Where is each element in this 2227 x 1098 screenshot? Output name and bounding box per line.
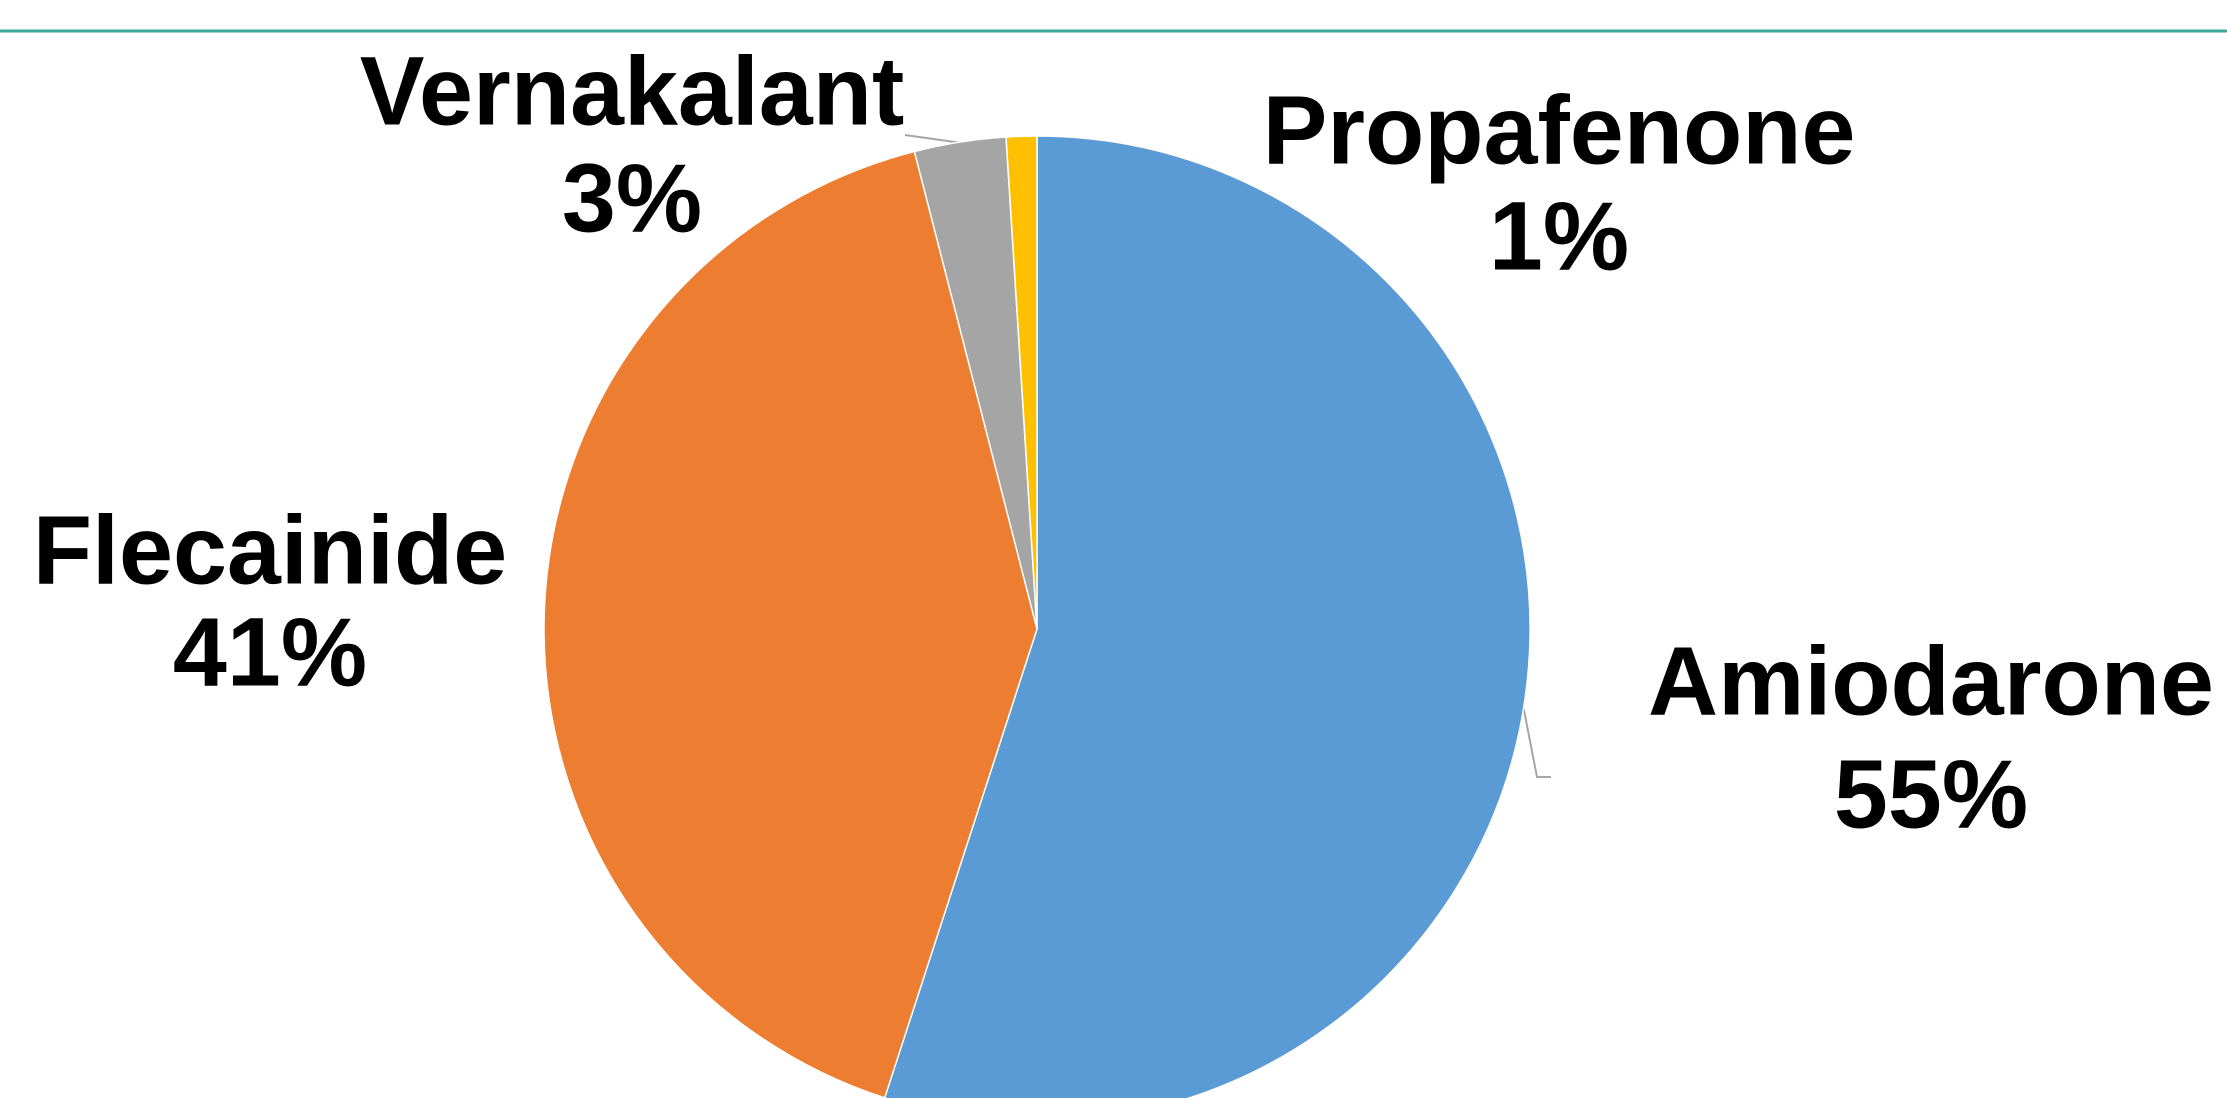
- slice-label: Amiodarone: [1648, 627, 2214, 736]
- slice-value-label: 1%: [1489, 182, 1629, 291]
- slice-value-label: 41%: [173, 598, 367, 707]
- slice-label: Vernakalant: [360, 37, 905, 146]
- pie-slice: [543, 150, 1038, 1098]
- pie-slice: [1005, 135, 1038, 630]
- slice-value-label: 55%: [1834, 740, 2028, 849]
- slice-label: Flecainide: [33, 496, 507, 605]
- leader-line: [1522, 704, 1551, 778]
- slice-value-label: 3%: [562, 144, 702, 253]
- slice-label: Propafenone: [1263, 76, 1856, 185]
- pie-slice: [883, 135, 1531, 1098]
